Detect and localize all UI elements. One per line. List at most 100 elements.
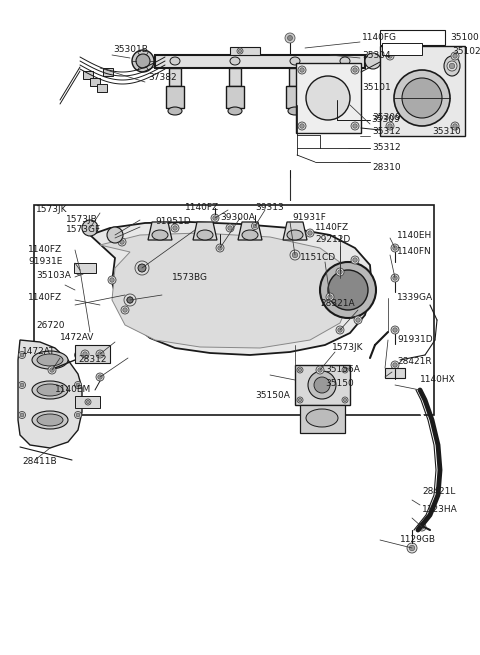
Text: 1140FN: 1140FN xyxy=(397,248,432,257)
Bar xyxy=(103,68,113,76)
Text: 28421L: 28421L xyxy=(422,487,456,496)
Circle shape xyxy=(138,264,146,272)
Circle shape xyxy=(50,368,54,372)
Polygon shape xyxy=(100,233,352,348)
Circle shape xyxy=(297,367,303,373)
Text: 28312: 28312 xyxy=(78,356,107,364)
Polygon shape xyxy=(148,222,172,240)
Circle shape xyxy=(314,377,330,393)
Circle shape xyxy=(108,276,116,284)
Circle shape xyxy=(299,368,301,371)
Ellipse shape xyxy=(340,57,350,65)
Text: 1140EH: 1140EH xyxy=(397,231,432,240)
Circle shape xyxy=(98,375,102,379)
Ellipse shape xyxy=(152,230,168,240)
Ellipse shape xyxy=(242,230,258,240)
Ellipse shape xyxy=(290,57,300,65)
Circle shape xyxy=(76,353,80,357)
Ellipse shape xyxy=(287,230,303,240)
Text: 1129GB: 1129GB xyxy=(400,536,436,544)
Circle shape xyxy=(326,293,334,301)
Ellipse shape xyxy=(136,54,150,68)
Circle shape xyxy=(118,238,126,246)
Ellipse shape xyxy=(444,56,460,76)
Text: 39313: 39313 xyxy=(255,202,284,212)
Bar xyxy=(169,68,181,86)
Circle shape xyxy=(96,350,104,358)
Circle shape xyxy=(290,250,300,260)
Circle shape xyxy=(216,244,224,252)
Bar xyxy=(74,263,96,273)
Text: 39300A: 39300A xyxy=(220,212,255,221)
Text: 1339GA: 1339GA xyxy=(397,293,433,303)
Circle shape xyxy=(76,413,80,417)
Circle shape xyxy=(20,413,24,417)
Circle shape xyxy=(451,52,459,60)
Ellipse shape xyxy=(32,411,68,429)
Bar xyxy=(336,86,354,108)
Circle shape xyxy=(356,318,360,322)
Circle shape xyxy=(386,122,394,130)
Circle shape xyxy=(338,270,342,274)
Circle shape xyxy=(353,68,357,72)
Circle shape xyxy=(135,261,149,275)
Circle shape xyxy=(351,66,359,74)
Circle shape xyxy=(391,244,399,252)
Circle shape xyxy=(300,124,304,128)
Circle shape xyxy=(20,383,24,387)
Polygon shape xyxy=(193,222,217,240)
Text: 1123HA: 1123HA xyxy=(422,506,458,514)
Circle shape xyxy=(451,122,459,130)
Circle shape xyxy=(86,400,90,403)
Circle shape xyxy=(19,381,25,388)
Circle shape xyxy=(96,373,104,381)
Circle shape xyxy=(343,398,347,402)
Polygon shape xyxy=(90,222,372,355)
Circle shape xyxy=(48,366,56,374)
Text: 1140FZ: 1140FZ xyxy=(315,223,349,233)
Text: 35156A: 35156A xyxy=(325,365,360,375)
Text: 35309: 35309 xyxy=(371,115,400,124)
Circle shape xyxy=(138,264,146,272)
Bar xyxy=(385,368,405,378)
Polygon shape xyxy=(283,222,307,240)
Circle shape xyxy=(19,411,25,419)
Circle shape xyxy=(402,78,442,118)
Text: 35150: 35150 xyxy=(325,379,354,388)
Bar xyxy=(155,55,365,68)
Text: 35304: 35304 xyxy=(362,50,391,60)
Circle shape xyxy=(171,224,179,232)
Polygon shape xyxy=(238,222,262,240)
Circle shape xyxy=(82,220,98,236)
Text: 91951D: 91951D xyxy=(155,217,191,227)
Circle shape xyxy=(228,226,232,230)
Text: 1140HX: 1140HX xyxy=(420,375,456,384)
Text: 1151CD: 1151CD xyxy=(300,253,336,263)
Circle shape xyxy=(213,215,217,220)
Circle shape xyxy=(253,224,257,228)
Circle shape xyxy=(226,224,234,232)
Text: 1472AT: 1472AT xyxy=(22,348,56,356)
Circle shape xyxy=(239,49,241,52)
Circle shape xyxy=(300,68,304,72)
Circle shape xyxy=(20,353,24,357)
Circle shape xyxy=(447,61,457,71)
Bar xyxy=(83,71,93,79)
Text: 35309: 35309 xyxy=(372,113,401,122)
Circle shape xyxy=(420,525,424,529)
Text: 1573JB: 1573JB xyxy=(66,215,98,225)
Circle shape xyxy=(127,297,133,303)
Bar xyxy=(166,86,184,108)
Ellipse shape xyxy=(37,414,63,426)
Text: 28411B: 28411B xyxy=(22,457,57,466)
Circle shape xyxy=(449,64,455,69)
Circle shape xyxy=(75,265,85,275)
Circle shape xyxy=(299,398,301,402)
Circle shape xyxy=(393,363,397,367)
Circle shape xyxy=(391,274,399,282)
Circle shape xyxy=(127,297,133,303)
Bar xyxy=(380,46,465,136)
Text: 1472AV: 1472AV xyxy=(60,333,95,343)
Circle shape xyxy=(19,352,25,358)
Circle shape xyxy=(74,411,82,419)
